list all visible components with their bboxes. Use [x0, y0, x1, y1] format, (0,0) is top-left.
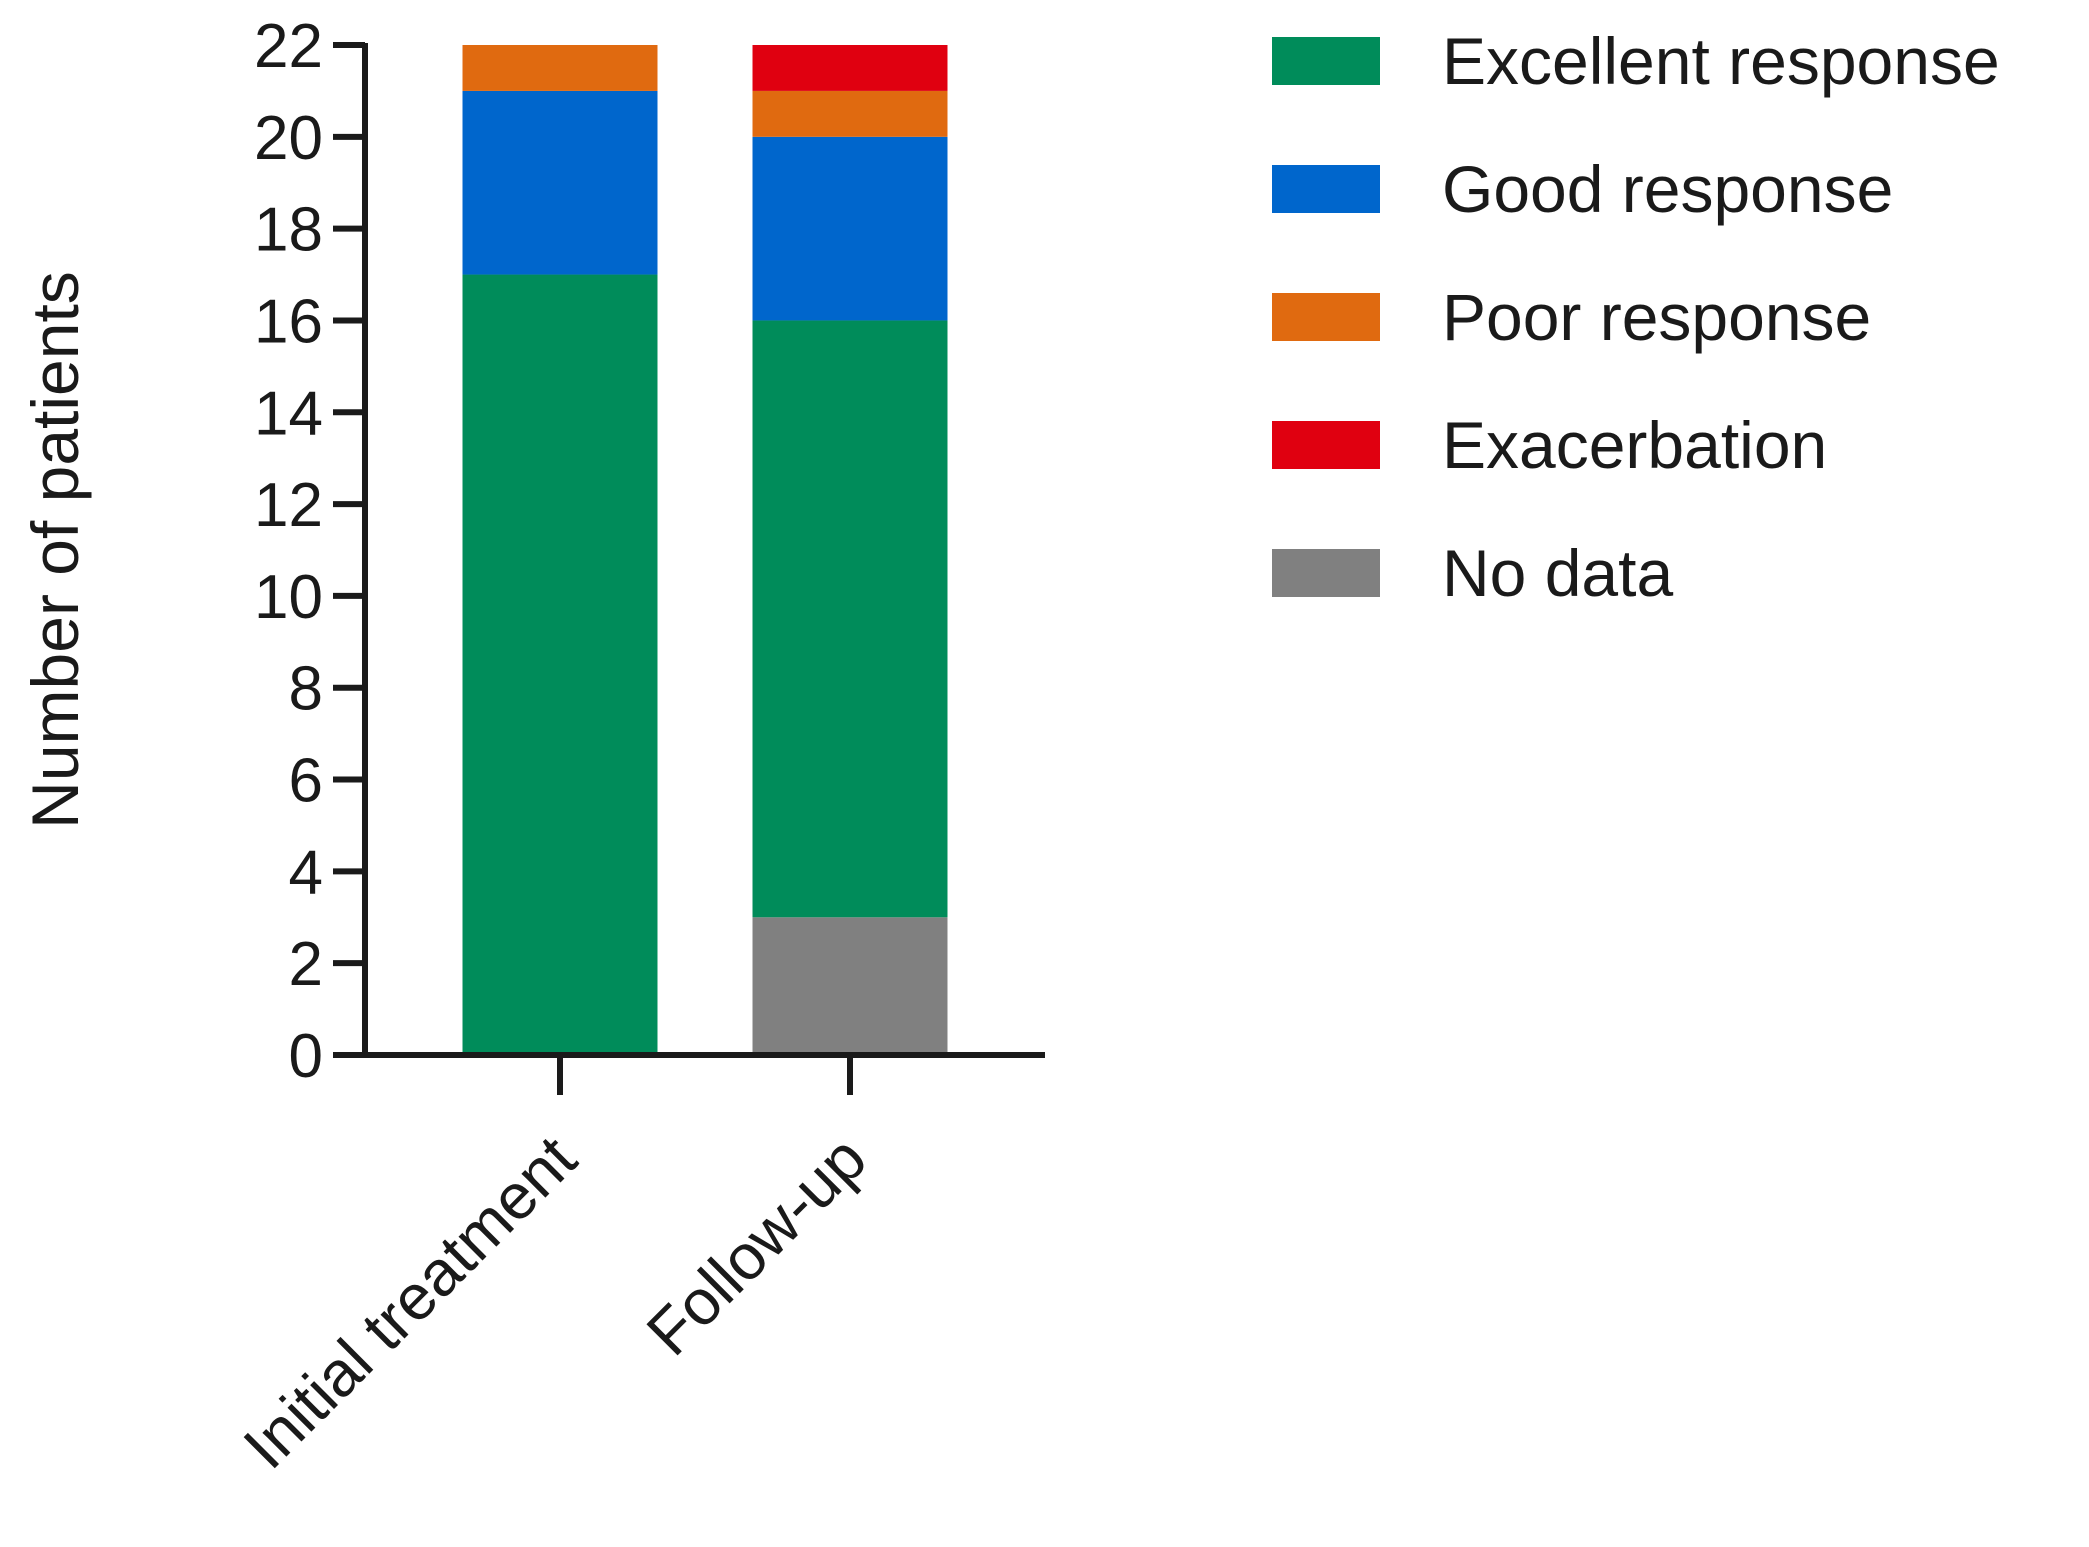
legend-swatch-good-response: [1272, 165, 1380, 213]
y-tick-label-10: 10: [254, 563, 323, 632]
x-category-label-initial-treatment: Initial treatment: [230, 1122, 590, 1482]
y-tick-label-2: 2: [289, 930, 323, 999]
x-category-label-follow-up: Follow-up: [633, 1122, 880, 1369]
bar-segment-follow-up-exacerbation: [752, 45, 948, 91]
legend-label-good-response: Good response: [1442, 152, 1893, 226]
bar-segment-initial-treatment-poor-response: [462, 45, 658, 91]
y-tick-label-8: 8: [289, 655, 323, 724]
y-tick-label-0: 0: [289, 1022, 323, 1091]
legend: Excellent response Good response Poor resp…: [1272, 24, 2000, 610]
bar-segment-follow-up-no-data: [752, 917, 948, 1055]
bar-segment-initial-treatment-good-response: [462, 90, 658, 275]
bar-segment-initial-treatment-excellent-response: [462, 274, 658, 1056]
y-tick-label-12: 12: [254, 471, 323, 540]
legend-swatch-exacerbation: [1272, 421, 1380, 469]
legend-label-poor-response: Poor response: [1442, 280, 1871, 354]
legend-label-exacerbation: Exacerbation: [1442, 408, 1827, 482]
legend-swatch-excellent-response: [1272, 37, 1380, 85]
legend-label-no-data: No data: [1442, 536, 1673, 610]
legend-label-excellent-response: Excellent response: [1442, 24, 2000, 98]
bar-segment-follow-up-poor-response: [752, 90, 948, 137]
y-tick-label-6: 6: [289, 747, 323, 816]
bar-segment-follow-up-excellent-response: [752, 320, 948, 918]
bar-segment-follow-up-good-response: [752, 136, 948, 321]
bars-layer: [462, 45, 948, 1056]
y-tick-label-14: 14: [254, 379, 323, 448]
y-tick-label-20: 20: [254, 104, 323, 173]
legend-swatch-poor-response: [1272, 293, 1380, 341]
y-tick-label-4: 4: [289, 838, 323, 907]
y-tick-label-22: 22: [254, 12, 323, 81]
y-tick-label-16: 16: [254, 287, 323, 356]
y-axis-title: Number of patients: [18, 271, 92, 829]
legend-swatch-no-data: [1272, 549, 1380, 597]
y-tick-label-18: 18: [254, 196, 323, 265]
